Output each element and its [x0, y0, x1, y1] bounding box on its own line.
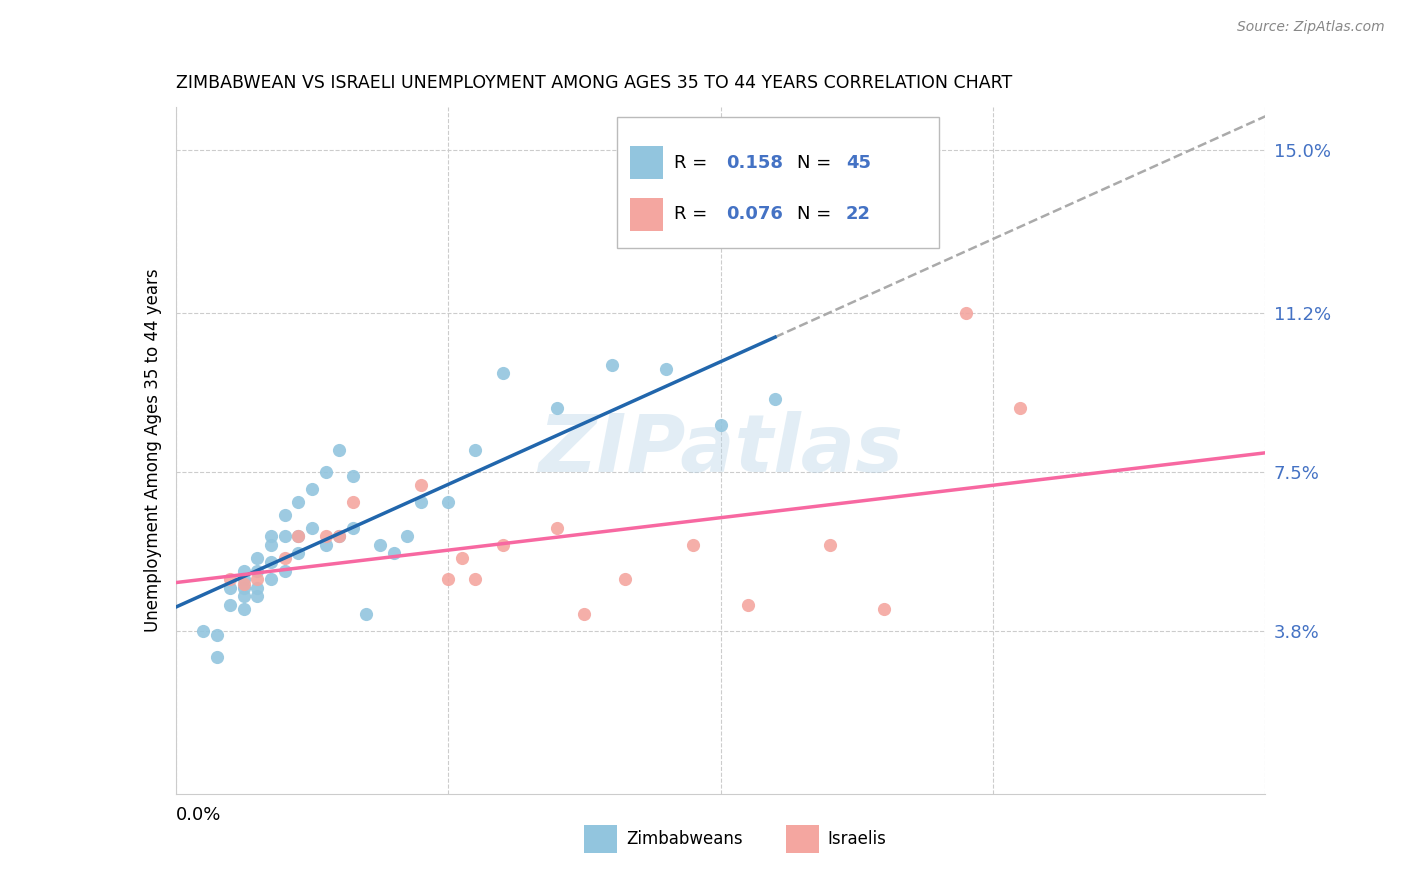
Point — [600, 358, 623, 372]
Point — [492, 366, 515, 380]
Point — [232, 564, 254, 578]
Point — [232, 572, 254, 586]
Point — [655, 362, 678, 376]
Point — [328, 529, 350, 543]
Point — [382, 546, 405, 561]
Text: 0.158: 0.158 — [725, 153, 783, 172]
Point — [409, 495, 432, 509]
Point — [955, 306, 977, 320]
Point — [232, 590, 254, 604]
Point — [301, 482, 323, 496]
Point — [763, 392, 786, 406]
Point — [342, 469, 364, 483]
Point — [710, 417, 733, 432]
Point — [219, 598, 242, 612]
Text: 0.076: 0.076 — [725, 205, 783, 223]
Point — [315, 529, 337, 543]
Point — [246, 564, 269, 578]
Point — [232, 602, 254, 616]
Point — [287, 546, 309, 561]
Point — [342, 495, 364, 509]
Point — [232, 581, 254, 595]
Text: 22: 22 — [846, 205, 870, 223]
Point — [205, 628, 228, 642]
Point — [492, 538, 515, 552]
Point — [246, 581, 269, 595]
FancyBboxPatch shape — [617, 118, 939, 248]
Text: 45: 45 — [846, 153, 870, 172]
Point — [614, 572, 637, 586]
Point — [409, 478, 432, 492]
Point — [328, 443, 350, 458]
Text: Zimbabweans: Zimbabweans — [626, 830, 742, 848]
Point — [287, 529, 309, 543]
Point — [274, 550, 297, 565]
Point — [274, 529, 297, 543]
Point — [450, 550, 472, 565]
Y-axis label: Unemployment Among Ages 35 to 44 years: Unemployment Among Ages 35 to 44 years — [143, 268, 162, 632]
Point — [356, 607, 378, 621]
Point — [246, 572, 269, 586]
Point — [219, 581, 242, 595]
Point — [260, 555, 283, 569]
Bar — [786, 825, 818, 853]
Point — [260, 572, 283, 586]
Point — [1010, 401, 1032, 415]
Text: R =: R = — [673, 205, 713, 223]
Text: ZIMBABWEAN VS ISRAELI UNEMPLOYMENT AMONG AGES 35 TO 44 YEARS CORRELATION CHART: ZIMBABWEAN VS ISRAELI UNEMPLOYMENT AMONG… — [176, 74, 1012, 92]
Text: R =: R = — [673, 153, 713, 172]
Point — [315, 538, 337, 552]
Point — [818, 538, 841, 552]
Point — [205, 649, 228, 664]
Point — [274, 564, 297, 578]
Point — [464, 572, 486, 586]
Point — [437, 572, 460, 586]
Bar — [585, 825, 617, 853]
Point — [315, 465, 337, 479]
Text: ZIPatlas: ZIPatlas — [538, 411, 903, 490]
Bar — [630, 198, 662, 231]
Point — [737, 598, 759, 612]
Point — [219, 572, 242, 586]
Point — [260, 529, 283, 543]
Bar — [630, 146, 662, 179]
Text: 0.0%: 0.0% — [176, 806, 221, 824]
Point — [301, 521, 323, 535]
Point — [437, 495, 460, 509]
Point — [328, 529, 350, 543]
Point — [246, 550, 269, 565]
Text: N =: N = — [797, 153, 837, 172]
Point — [396, 529, 419, 543]
Point — [368, 538, 391, 552]
Point — [287, 529, 309, 543]
Text: Israelis: Israelis — [827, 830, 886, 848]
Point — [546, 521, 568, 535]
Point — [574, 607, 596, 621]
Point — [287, 495, 309, 509]
Text: Source: ZipAtlas.com: Source: ZipAtlas.com — [1237, 20, 1385, 34]
Text: N =: N = — [797, 205, 837, 223]
Point — [873, 602, 896, 616]
Point — [191, 624, 214, 638]
Point — [546, 401, 568, 415]
Point — [260, 538, 283, 552]
Point — [342, 521, 364, 535]
Point — [232, 576, 254, 591]
Point — [274, 508, 297, 522]
Point — [464, 443, 486, 458]
Point — [246, 590, 269, 604]
Point — [682, 538, 704, 552]
